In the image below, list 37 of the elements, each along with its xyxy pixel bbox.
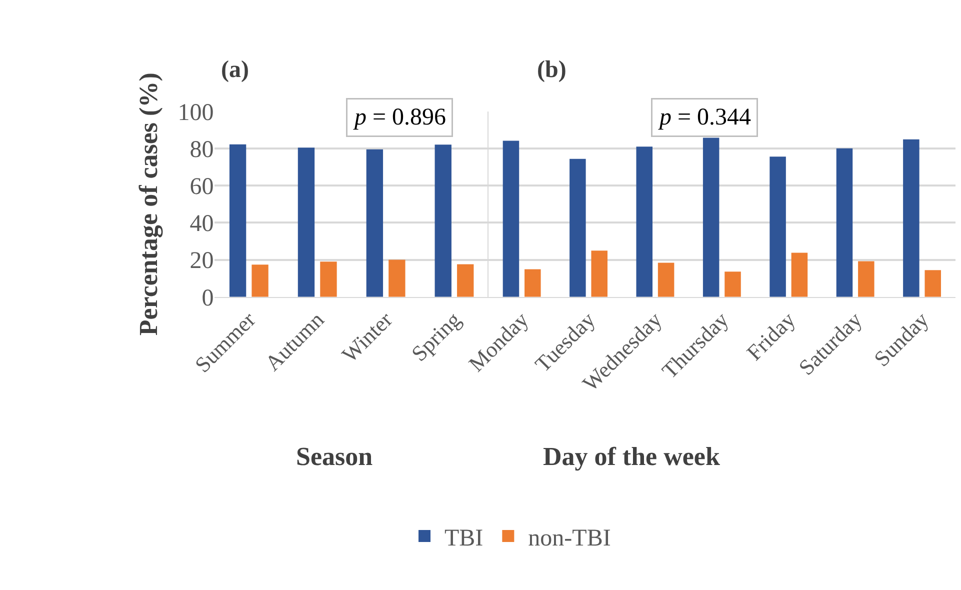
bar [591, 250, 608, 297]
bar [320, 262, 337, 297]
y-tick-label: 60 [190, 174, 214, 200]
text: (a) [221, 57, 249, 83]
bar [388, 260, 406, 297]
text: (b) [537, 57, 566, 83]
bar [724, 272, 741, 297]
bar [791, 252, 808, 297]
bar [658, 262, 674, 297]
y-tick-label: 0 [202, 285, 214, 312]
y-tick-label: 80 [190, 136, 214, 163]
bar [434, 144, 452, 297]
bar [229, 144, 246, 297]
bar [770, 156, 786, 297]
x-axis-title: Season [296, 442, 374, 471]
y-tick-label: 100 [178, 100, 214, 126]
y-tick-label: 20 [190, 248, 214, 274]
bar [636, 146, 653, 297]
bar [836, 148, 853, 297]
bar [252, 264, 268, 297]
bar [702, 138, 720, 297]
legend-label: TBI [444, 525, 484, 552]
y-tick-label: 40 [190, 211, 214, 238]
x-axis-title: Day of the week [543, 442, 720, 471]
bar [903, 139, 920, 297]
annotation: p = 0.896 [352, 104, 446, 130]
bar [924, 270, 941, 297]
bar [502, 140, 520, 297]
annotation: p = 0.344 [658, 104, 752, 130]
legend-label: non-TBI [528, 525, 611, 552]
bar [298, 148, 315, 297]
bar [570, 158, 586, 297]
bar [457, 264, 474, 297]
bar [366, 149, 384, 297]
y-axis-title: Percentage of cases (%) [134, 72, 164, 336]
bar [524, 269, 541, 297]
bar [858, 261, 874, 297]
